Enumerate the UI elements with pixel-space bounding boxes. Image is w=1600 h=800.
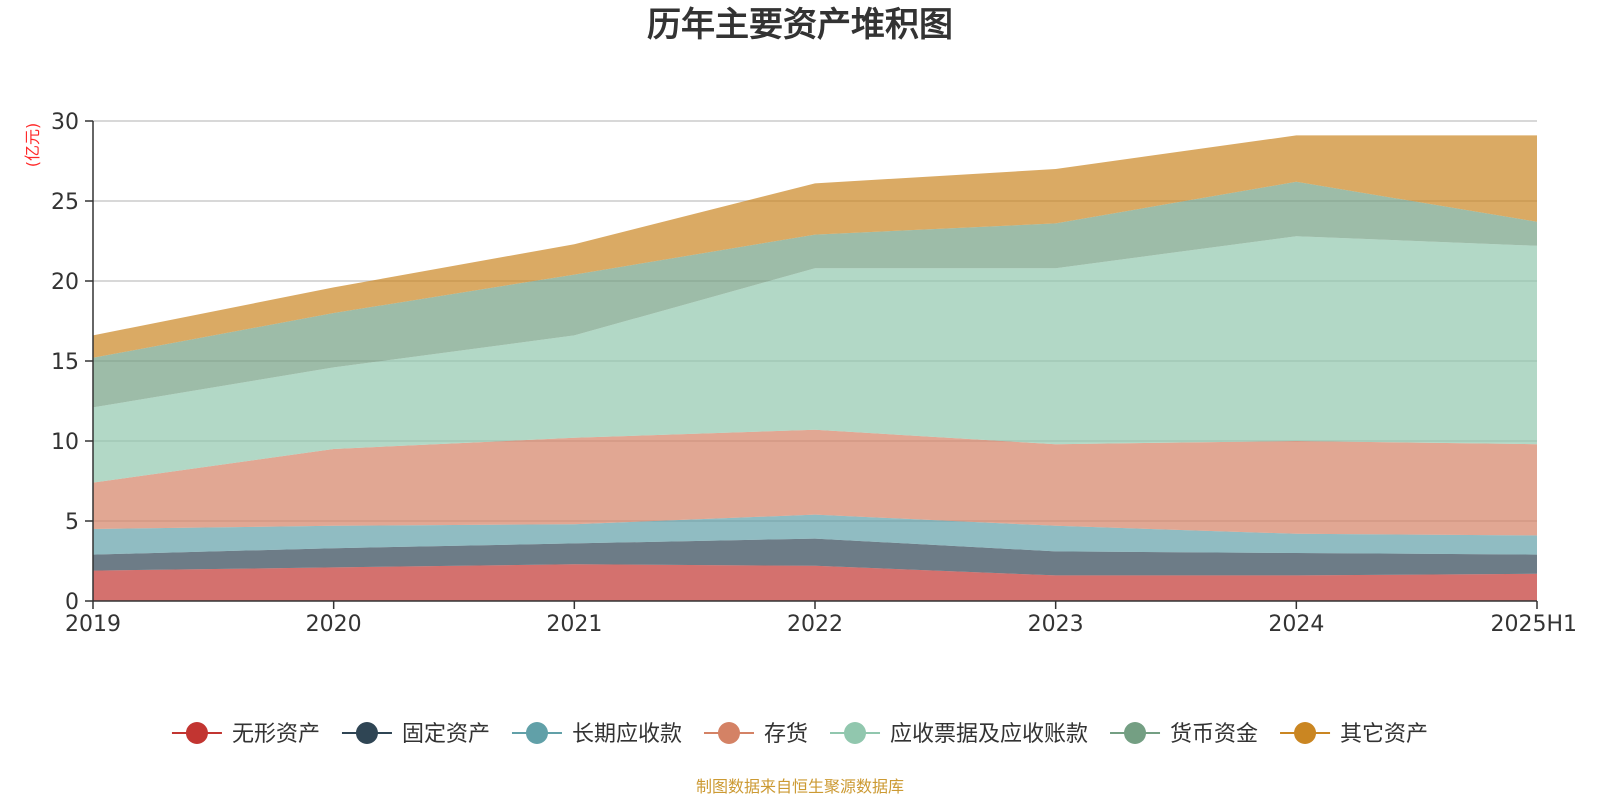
y-tick-label: 25 <box>51 190 79 215</box>
axes: 0 5 10 15 20 25 30 2019 2020 2021 2022 2023 2024 2025… <box>51 110 1577 637</box>
y-tick-label: 30 <box>51 110 79 135</box>
legend-item[interactable]: 长期应收款 <box>511 722 682 747</box>
area-series <box>93 236 1537 483</box>
y-axis-unit-label: (亿元) <box>23 123 42 168</box>
legend-label: 其它资产 <box>1340 722 1428 747</box>
legend-label: 存货 <box>764 722 808 747</box>
legend-label: 长期应收款 <box>572 722 682 747</box>
legend-item[interactable]: 货币资金 <box>1110 722 1258 747</box>
legend-item[interactable]: 存货 <box>703 722 808 747</box>
area-series <box>93 538 1537 576</box>
x-tick-label: 2025H1 <box>1490 612 1577 637</box>
legend-label: 固定资产 <box>402 722 490 747</box>
legend-item[interactable]: 其它资产 <box>1280 722 1428 747</box>
y-tick-label: 5 <box>65 510 79 535</box>
x-tick-label: 2023 <box>1028 612 1084 637</box>
source-note: 制图数据来自恒生聚源数据库 <box>696 777 904 796</box>
area-series <box>93 429 1537 536</box>
area-series <box>93 564 1537 601</box>
legend-label: 无形资产 <box>232 722 320 747</box>
area-series <box>93 135 1537 358</box>
legend-label: 货币资金 <box>1170 722 1258 747</box>
y-tick-label: 0 <box>65 590 79 615</box>
y-tick-label: 10 <box>51 430 79 455</box>
legend-marker <box>185 722 208 744</box>
legend-marker <box>355 722 378 744</box>
legend-item[interactable]: 无形资产 <box>171 722 320 747</box>
chart-title: 历年主要资产堆积图 <box>647 5 953 45</box>
legend-label: 应收票据及应收账款 <box>890 722 1088 747</box>
area-series-group <box>93 135 1537 601</box>
legend-marker <box>525 722 548 744</box>
area-series <box>93 514 1537 555</box>
x-tick-label: 2019 <box>65 612 121 637</box>
legend-marker <box>1294 722 1317 744</box>
x-tick-label: 2024 <box>1268 612 1324 637</box>
area-series <box>93 181 1537 408</box>
legend-item[interactable]: 固定资产 <box>341 722 490 747</box>
x-tick-label: 2021 <box>546 612 602 637</box>
y-tick-label: 20 <box>51 270 79 295</box>
legend-marker <box>717 722 740 744</box>
legend-item[interactable]: 应收票据及应收账款 <box>830 722 1088 747</box>
legend-marker <box>1124 722 1147 744</box>
y-tick-label: 15 <box>51 350 79 375</box>
legend-marker <box>844 722 867 744</box>
legend[interactable]: 无形资产 固定资产 长期应收款 存货 应收票据及应收账款 货币资金 其它资产 <box>171 722 1428 747</box>
x-tick-label: 2022 <box>787 612 843 637</box>
x-tick-label: 2020 <box>306 612 362 637</box>
